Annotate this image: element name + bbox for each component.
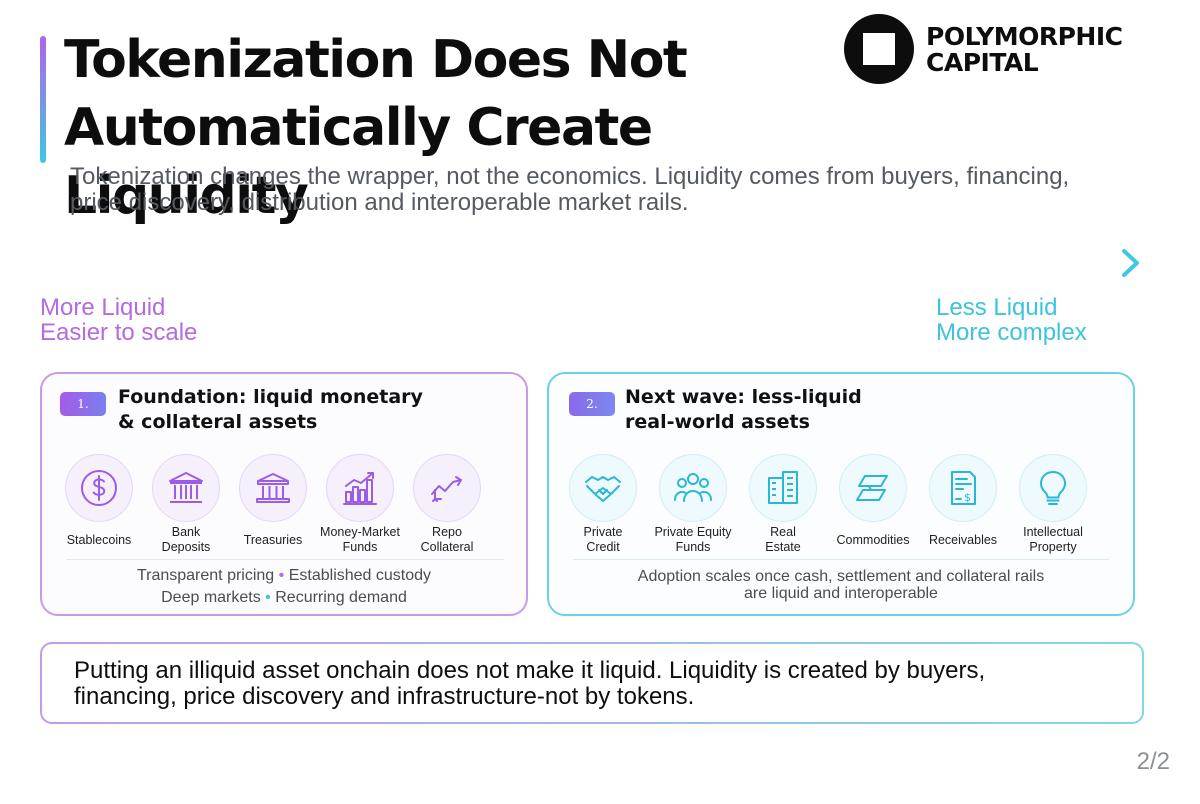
invoice-icon: $ [929, 454, 997, 522]
asset-commodities: Commodities [828, 454, 918, 558]
card-title-line-1: Foundation: liquid monetary [118, 386, 423, 408]
callout-line-2: financing, price discovery and infrastru… [74, 683, 695, 710]
liquidity-spectrum-arrow [38, 249, 1139, 277]
title-accent-bar [40, 36, 46, 163]
asset-label: Treasuries [243, 532, 303, 547]
asset-icons-row: Private Credit Private Equity Funds [549, 454, 1133, 558]
asset-treasuries: Treasuries [228, 454, 318, 558]
subtitle-line-1: Tokenization changes the wrapper, not th… [70, 163, 1070, 190]
asset-label: Repo Collateral [420, 525, 474, 554]
bullet-separator: • [265, 589, 271, 606]
footer-line-2: are liquid and interoperable [744, 585, 938, 602]
established-custody-text: Established custody [288, 567, 432, 584]
card-title: Foundation: liquid monetary & collateral… [118, 385, 498, 435]
card-title-line-2: real-world assets [625, 411, 810, 433]
foundation-assets-card: 1. Foundation: liquid monetary & collate… [40, 372, 528, 616]
more-liquid-label: More Liquid [40, 294, 166, 321]
card-divider [573, 559, 1109, 560]
footer-line-1: Transparent pricing • Established custod… [42, 565, 526, 587]
card-divider [66, 559, 504, 560]
brand-name-line-2: CAPITAL [926, 48, 1039, 77]
next-wave-assets-card: 2. Next wave: less-liquid real-world ass… [547, 372, 1135, 616]
deep-markets-text: Deep markets [161, 589, 261, 606]
footer-line-2: Deep markets • Recurring demand [42, 587, 526, 609]
card-title-line-1: Next wave: less-liquid [625, 386, 862, 408]
less-liquid-label: Less Liquid [936, 294, 1058, 321]
asset-label: Money-Market Funds [320, 525, 400, 554]
callout-line-1: Putting an illiquid asset onchain does n… [74, 657, 986, 684]
card-footer: Adoption scales once cash, settlement an… [549, 568, 1133, 602]
subtitle-line-2: price discovery, distribution and intero… [70, 189, 689, 216]
title-line-2: Automatically Create Liquidity [64, 98, 653, 226]
easier-to-scale-label: Easier to scale [40, 319, 198, 346]
page-subtitle: Tokenization changes the wrapper, not th… [70, 164, 1150, 216]
asset-label: Private Credit [583, 525, 623, 554]
callout-text: Putting an illiquid asset onchain does n… [74, 658, 1124, 710]
asset-real-estate: Real Estate [738, 454, 828, 558]
asset-label: Real Estate [765, 525, 801, 554]
card-number-badge: 1. [60, 392, 106, 416]
lightbulb-icon [1019, 454, 1087, 522]
asset-label: Commodities [836, 532, 910, 547]
asset-repo-collateral: Repo Collateral [402, 454, 492, 558]
handshake-icon [569, 454, 637, 522]
asset-private-credit: Private Credit [558, 454, 648, 558]
brand-logo-icon [844, 14, 914, 84]
asset-receivables: $ Receivables [918, 454, 1008, 558]
page-number: 2/2 [1136, 748, 1170, 775]
treasury-building-icon [239, 454, 307, 522]
card-title: Next wave: less-liquid real-world assets [625, 385, 1005, 435]
brand-name: POLYMORPHIC CAPITAL [926, 24, 1146, 76]
spectrum-left-label: More Liquid Easier to scale [40, 295, 340, 345]
asset-stablecoins: Stablecoins [54, 454, 144, 558]
transparent-pricing-text: Transparent pricing [136, 567, 275, 584]
more-complex-label: More complex [936, 319, 1087, 346]
footer-line-1: Adoption scales once cash, settlement an… [637, 568, 1045, 585]
bar-chart-icon [326, 454, 394, 522]
asset-private-equity-funds: Private Equity Funds [648, 454, 738, 558]
asset-label: Private Equity Funds [654, 525, 732, 554]
asset-icons-row: Stablecoins Bank Deposits [42, 454, 526, 558]
card-footer: Transparent pricing • Established custod… [42, 565, 526, 609]
bank-icon [152, 454, 220, 522]
asset-intellectual-property: Intellectual Property [1008, 454, 1098, 558]
asset-label: Intellectual Property [1023, 525, 1083, 554]
asset-money-market-funds: Money-Market Funds [315, 454, 405, 558]
people-group-icon [659, 454, 727, 522]
title-line-1: Tokenization Does Not [64, 30, 688, 90]
commodity-bars-icon [839, 454, 907, 522]
asset-label: Stablecoins [66, 532, 132, 547]
key-takeaway-callout: Putting an illiquid asset onchain does n… [40, 642, 1144, 724]
spectrum-right-label: Less Liquid More complex [936, 295, 1156, 345]
office-building-icon [749, 454, 817, 522]
card-title-line-2: & collateral assets [118, 411, 318, 433]
brand-name-line-1: POLYMORPHIC [926, 22, 1123, 51]
bullet-separator: • [278, 567, 285, 584]
svg-text:$: $ [964, 491, 971, 504]
swap-trend-icon [413, 454, 481, 522]
asset-label: Bank Deposits [161, 525, 211, 554]
card-number-badge: 2. [569, 392, 615, 416]
recurring-demand-text: Recurring demand [275, 589, 407, 606]
asset-bank-deposits: Bank Deposits [141, 454, 231, 558]
dollar-coin-icon [65, 454, 133, 522]
brand-lockup: POLYMORPHIC CAPITAL [844, 14, 1144, 88]
asset-label: Receivables [928, 532, 998, 547]
page-title: Tokenization Does Not Automatically Crea… [64, 26, 864, 230]
